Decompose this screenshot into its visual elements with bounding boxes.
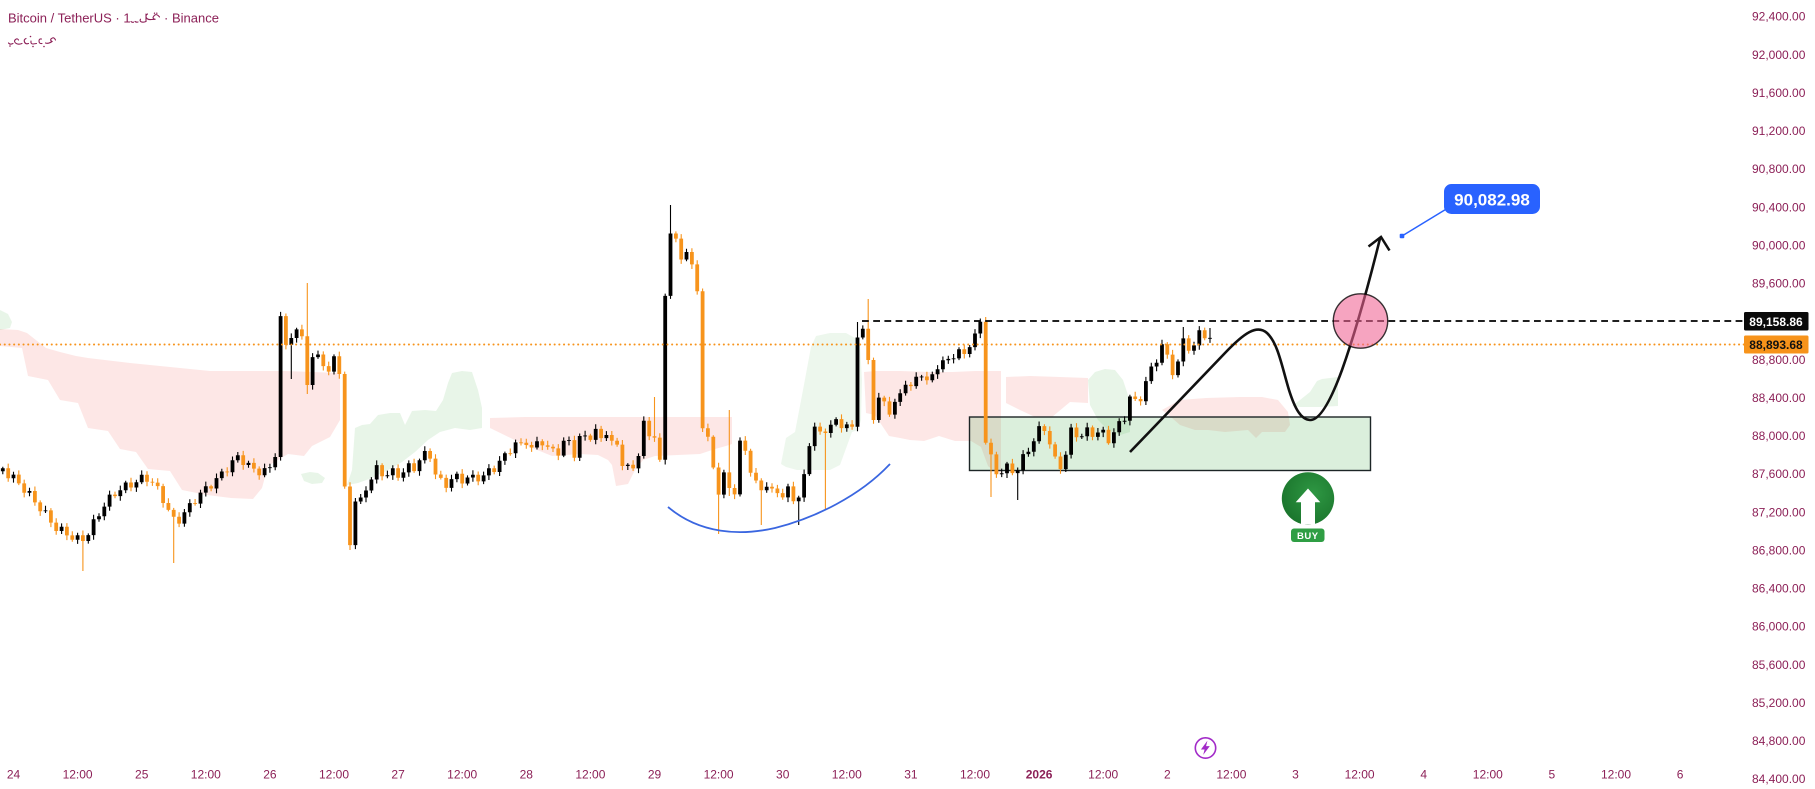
svg-text:24: 24 [7, 768, 21, 782]
svg-text:87,200.00: 87,200.00 [1752, 505, 1806, 519]
svg-text:Bitcoin / TetherUS · 1: Bitcoin / TetherUS · 1 [8, 11, 131, 26]
svg-text:86,400.00: 86,400.00 [1752, 582, 1806, 596]
svg-text:6: 6 [1677, 768, 1684, 782]
svg-text:12:00: 12:00 [575, 768, 605, 782]
svg-text:· Binance: · Binance [164, 11, 219, 26]
svg-text:12:00: 12:00 [191, 768, 221, 782]
svg-text:12:00: 12:00 [319, 768, 349, 782]
svg-text:2: 2 [1164, 768, 1171, 782]
svg-text:90,800.00: 90,800.00 [1752, 162, 1806, 176]
svg-text:12:00: 12:00 [832, 768, 862, 782]
svg-text:92,000.00: 92,000.00 [1752, 48, 1806, 62]
svg-text:85,600.00: 85,600.00 [1752, 658, 1806, 672]
svg-text:12:00: 12:00 [1473, 768, 1503, 782]
svg-text:86,000.00: 86,000.00 [1752, 620, 1806, 634]
svg-text:5: 5 [1549, 768, 1556, 782]
svg-text:87,600.00: 87,600.00 [1752, 467, 1806, 481]
svg-text:12:00: 12:00 [447, 768, 477, 782]
svg-text:89,158.86: 89,158.86 [1749, 315, 1803, 329]
svg-text:88,893.68: 88,893.68 [1749, 338, 1803, 352]
svg-text:25: 25 [135, 768, 149, 782]
svg-text:91,600.00: 91,600.00 [1752, 86, 1806, 100]
svg-text:12:00: 12:00 [1216, 768, 1246, 782]
svg-text:3: 3 [1292, 768, 1299, 782]
svg-text:28: 28 [520, 768, 534, 782]
svg-text:12:00: 12:00 [63, 768, 93, 782]
svg-text:92,400.00: 92,400.00 [1752, 10, 1806, 24]
svg-text:4: 4 [1420, 768, 1427, 782]
svg-text:88,400.00: 88,400.00 [1752, 391, 1806, 405]
svg-text:84,800.00: 84,800.00 [1752, 734, 1806, 748]
svg-text:30: 30 [776, 768, 790, 782]
svg-text:86,800.00: 86,800.00 [1752, 544, 1806, 558]
svg-text:88,000.00: 88,000.00 [1752, 429, 1806, 443]
svg-text:31: 31 [904, 768, 918, 782]
svg-text:12:00: 12:00 [1088, 768, 1118, 782]
svg-text:26: 26 [263, 768, 277, 782]
svg-text:90,000.00: 90,000.00 [1752, 238, 1806, 252]
svg-text:BUY: BUY [1297, 531, 1319, 542]
svg-text:88,800.00: 88,800.00 [1752, 353, 1806, 367]
svg-text:29: 29 [648, 768, 662, 782]
svg-text:12:00: 12:00 [704, 768, 734, 782]
svg-text:89,600.00: 89,600.00 [1752, 277, 1806, 291]
svg-text:90,082.98: 90,082.98 [1454, 191, 1530, 210]
svg-text:91,200.00: 91,200.00 [1752, 124, 1806, 138]
svg-text:84,400.00: 84,400.00 [1752, 772, 1806, 786]
svg-text:27: 27 [391, 768, 405, 782]
svg-text:12:00: 12:00 [1601, 768, 1631, 782]
svg-text:12:00: 12:00 [1345, 768, 1375, 782]
svg-text:2026: 2026 [1026, 768, 1053, 782]
svg-text:90,400.00: 90,400.00 [1752, 200, 1806, 214]
svg-text:12:00: 12:00 [960, 768, 990, 782]
svg-text:85,200.00: 85,200.00 [1752, 696, 1806, 710]
